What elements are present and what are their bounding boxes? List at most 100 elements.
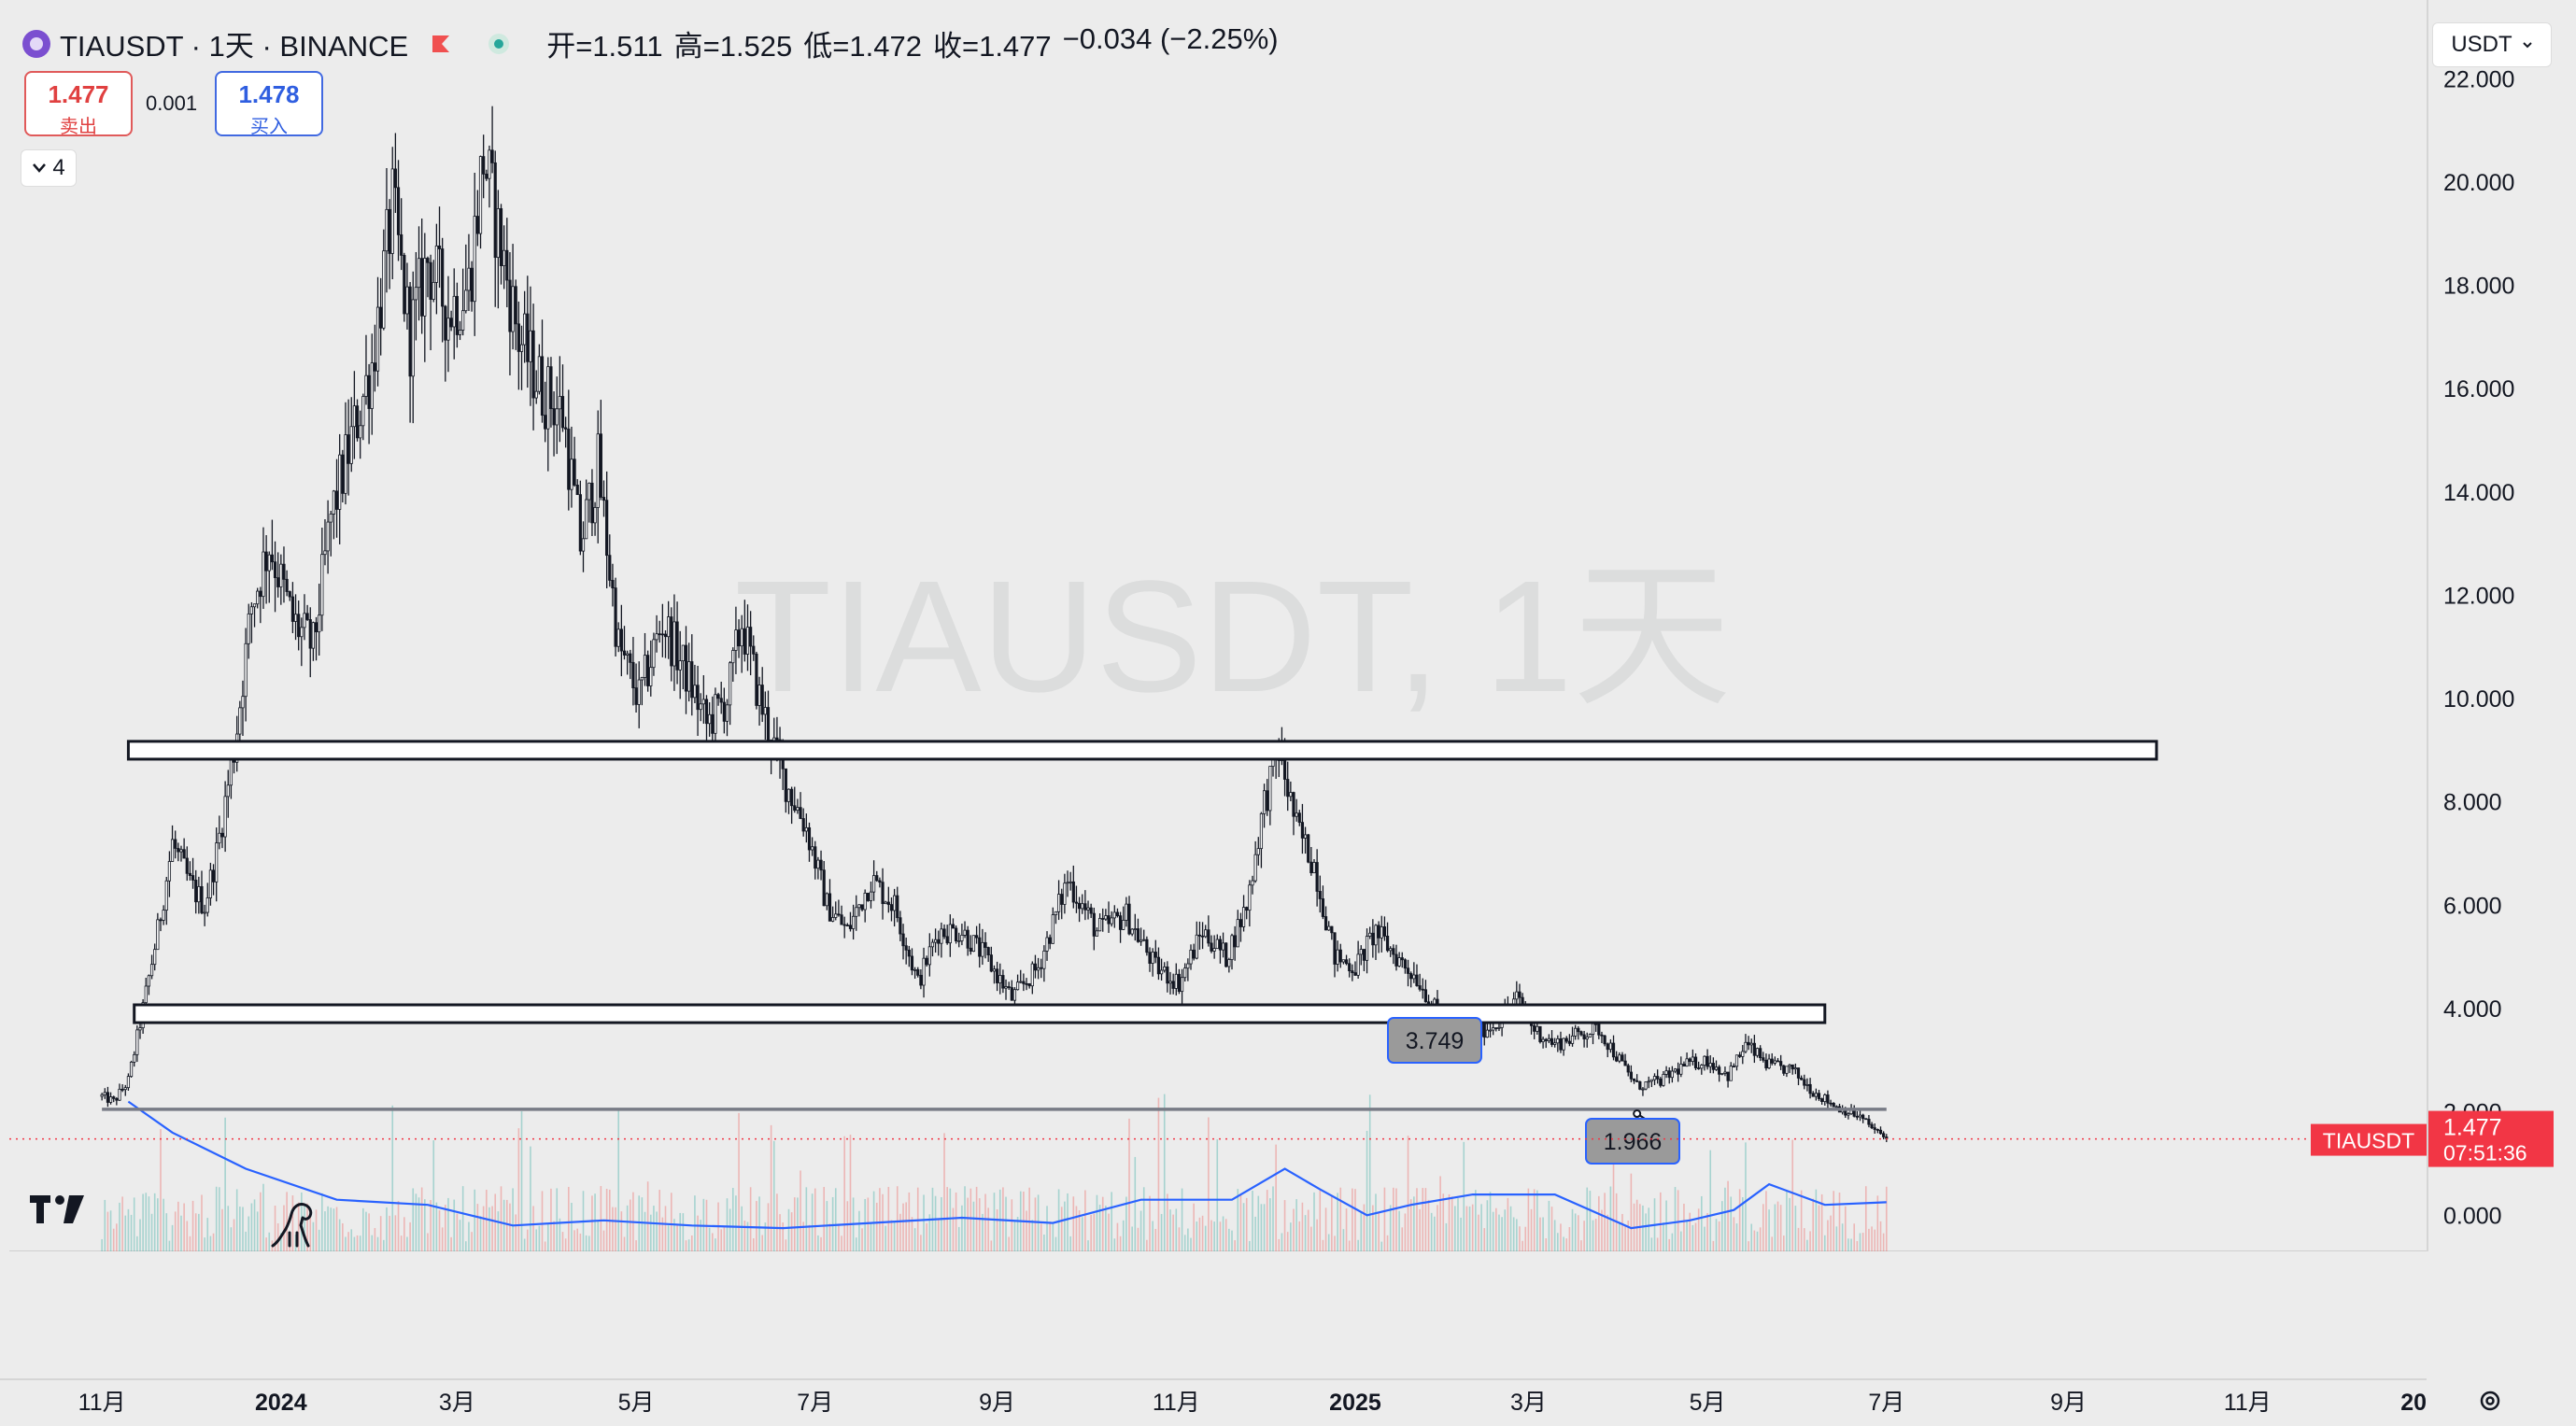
volume-bar bbox=[189, 1235, 191, 1251]
candle-body bbox=[1054, 911, 1058, 915]
volume-bar bbox=[591, 1195, 593, 1251]
candle-body bbox=[147, 975, 151, 987]
candle-body bbox=[925, 957, 928, 966]
volume-bar bbox=[1557, 1233, 1559, 1251]
tradingview-logo-icon[interactable] bbox=[30, 1193, 90, 1225]
dino-icon[interactable] bbox=[269, 1197, 321, 1250]
candle-body bbox=[1588, 1034, 1592, 1038]
candle-body bbox=[734, 629, 738, 651]
volume-bar bbox=[1437, 1205, 1438, 1251]
candle-body bbox=[1159, 969, 1164, 975]
volume-bar bbox=[846, 1201, 849, 1251]
candle-body bbox=[1796, 1067, 1801, 1079]
volume-bar bbox=[1363, 1204, 1366, 1251]
chart-area[interactable]: TIAUSDT, 1天 3.749 1.966 TIAUSDT bbox=[0, 0, 2427, 1252]
volume-bar bbox=[1219, 1221, 1222, 1251]
time-axis[interactable]: 11月 2024 3月 5月 7月 9月 11月 2025 3月 5月 7月 9月 11月 2026 bbox=[0, 1378, 2453, 1421]
candle-body bbox=[1738, 1054, 1742, 1057]
volume-bar bbox=[1386, 1235, 1389, 1251]
volume-bar bbox=[1656, 1237, 1659, 1251]
currency-select[interactable]: USDT bbox=[2432, 22, 2552, 67]
volume-bar bbox=[1060, 1207, 1063, 1251]
volume-bar bbox=[711, 1233, 714, 1251]
volume-bar bbox=[996, 1208, 998, 1251]
open-value: 1.511 bbox=[592, 30, 663, 63]
volume-bar bbox=[1768, 1209, 1770, 1251]
candle-body bbox=[1641, 1088, 1645, 1091]
volume-bar bbox=[984, 1193, 986, 1251]
candle-body bbox=[945, 936, 949, 944]
flag-icon[interactable] bbox=[431, 34, 451, 54]
candle-body bbox=[807, 826, 812, 851]
volume-bar bbox=[1175, 1208, 1178, 1251]
volume-bar bbox=[1457, 1198, 1459, 1251]
candle-body bbox=[575, 485, 579, 496]
volume-bar bbox=[1859, 1233, 1861, 1251]
candle-body bbox=[1562, 1038, 1565, 1051]
volume-bar bbox=[1178, 1227, 1181, 1251]
volume-bar bbox=[1167, 1193, 1168, 1251]
volume-bar bbox=[1809, 1231, 1811, 1251]
last-price-tag bbox=[2428, 1110, 2554, 1167]
volume-bar bbox=[1701, 1195, 1703, 1251]
volume-bar bbox=[673, 1219, 675, 1251]
candle-body bbox=[1832, 1102, 1835, 1108]
volume-bar bbox=[1252, 1191, 1253, 1251]
volume-bar bbox=[318, 1229, 320, 1251]
volume-bar bbox=[1208, 1117, 1210, 1251]
candle-body bbox=[1608, 1042, 1612, 1051]
candle-body bbox=[755, 653, 758, 706]
buy-button[interactable]: 1.478 买入 bbox=[215, 71, 323, 137]
volume-bar bbox=[1741, 1197, 1744, 1251]
candle-body bbox=[1268, 766, 1272, 812]
candle-body bbox=[1142, 939, 1146, 941]
sell-button[interactable]: 1.477 卖出 bbox=[24, 71, 133, 137]
candle-body bbox=[1130, 928, 1134, 935]
volume-bar bbox=[1072, 1196, 1075, 1251]
candle-body bbox=[596, 433, 600, 508]
candle-body bbox=[819, 859, 823, 871]
candle-body bbox=[1626, 1065, 1630, 1073]
candle-body bbox=[405, 286, 409, 315]
candle-body bbox=[1333, 932, 1337, 965]
candle-body bbox=[1752, 1042, 1756, 1056]
candle-body bbox=[403, 255, 406, 315]
volume-bar bbox=[157, 1198, 159, 1251]
indicators-toggle[interactable]: 4 bbox=[21, 149, 77, 187]
settings-icon[interactable] bbox=[2473, 1388, 2507, 1414]
candle-body bbox=[1497, 1026, 1501, 1029]
candle-body bbox=[153, 949, 157, 966]
volume-bar bbox=[756, 1201, 757, 1251]
candle-body bbox=[1394, 953, 1398, 967]
candle-body bbox=[910, 955, 914, 971]
volume-bar bbox=[265, 1237, 267, 1251]
candle-body bbox=[194, 880, 198, 903]
volume-bar bbox=[1674, 1187, 1677, 1251]
candle-body bbox=[652, 639, 656, 669]
volume-bar bbox=[368, 1213, 370, 1251]
volume-bar bbox=[233, 1219, 235, 1251]
candle-body bbox=[1847, 1113, 1850, 1116]
candle-body bbox=[449, 318, 453, 328]
candle-body bbox=[1033, 963, 1038, 971]
volume-bar bbox=[1712, 1240, 1715, 1251]
candle-body bbox=[719, 698, 723, 703]
volume-bar bbox=[386, 1207, 388, 1251]
annotation-point bbox=[1633, 1109, 1642, 1119]
volume-bar bbox=[1594, 1219, 1597, 1251]
volume-bar bbox=[409, 1221, 411, 1251]
symbol-title[interactable]: TIAUSDT · 1天 · BINANCE bbox=[60, 30, 409, 63]
candle-body bbox=[863, 892, 867, 911]
candle-body bbox=[208, 869, 213, 898]
volume-bar bbox=[1592, 1220, 1594, 1251]
candlestick-chart[interactable]: TIAUSDT, 1天 3.749 1.966 TIAUSDT bbox=[0, 0, 2427, 1252]
candle-body bbox=[731, 650, 735, 664]
volume-bar bbox=[371, 1235, 374, 1251]
candle-body bbox=[752, 645, 756, 655]
candle-body bbox=[334, 490, 339, 510]
candle-body bbox=[1664, 1070, 1668, 1075]
price-scale[interactable]: 22.000 20.000 18.000 16.000 14.000 12.000 10.0… bbox=[2427, 0, 2576, 1251]
volume-bar bbox=[1580, 1240, 1582, 1251]
candle-body bbox=[1823, 1094, 1827, 1102]
volume-bar bbox=[694, 1195, 696, 1251]
